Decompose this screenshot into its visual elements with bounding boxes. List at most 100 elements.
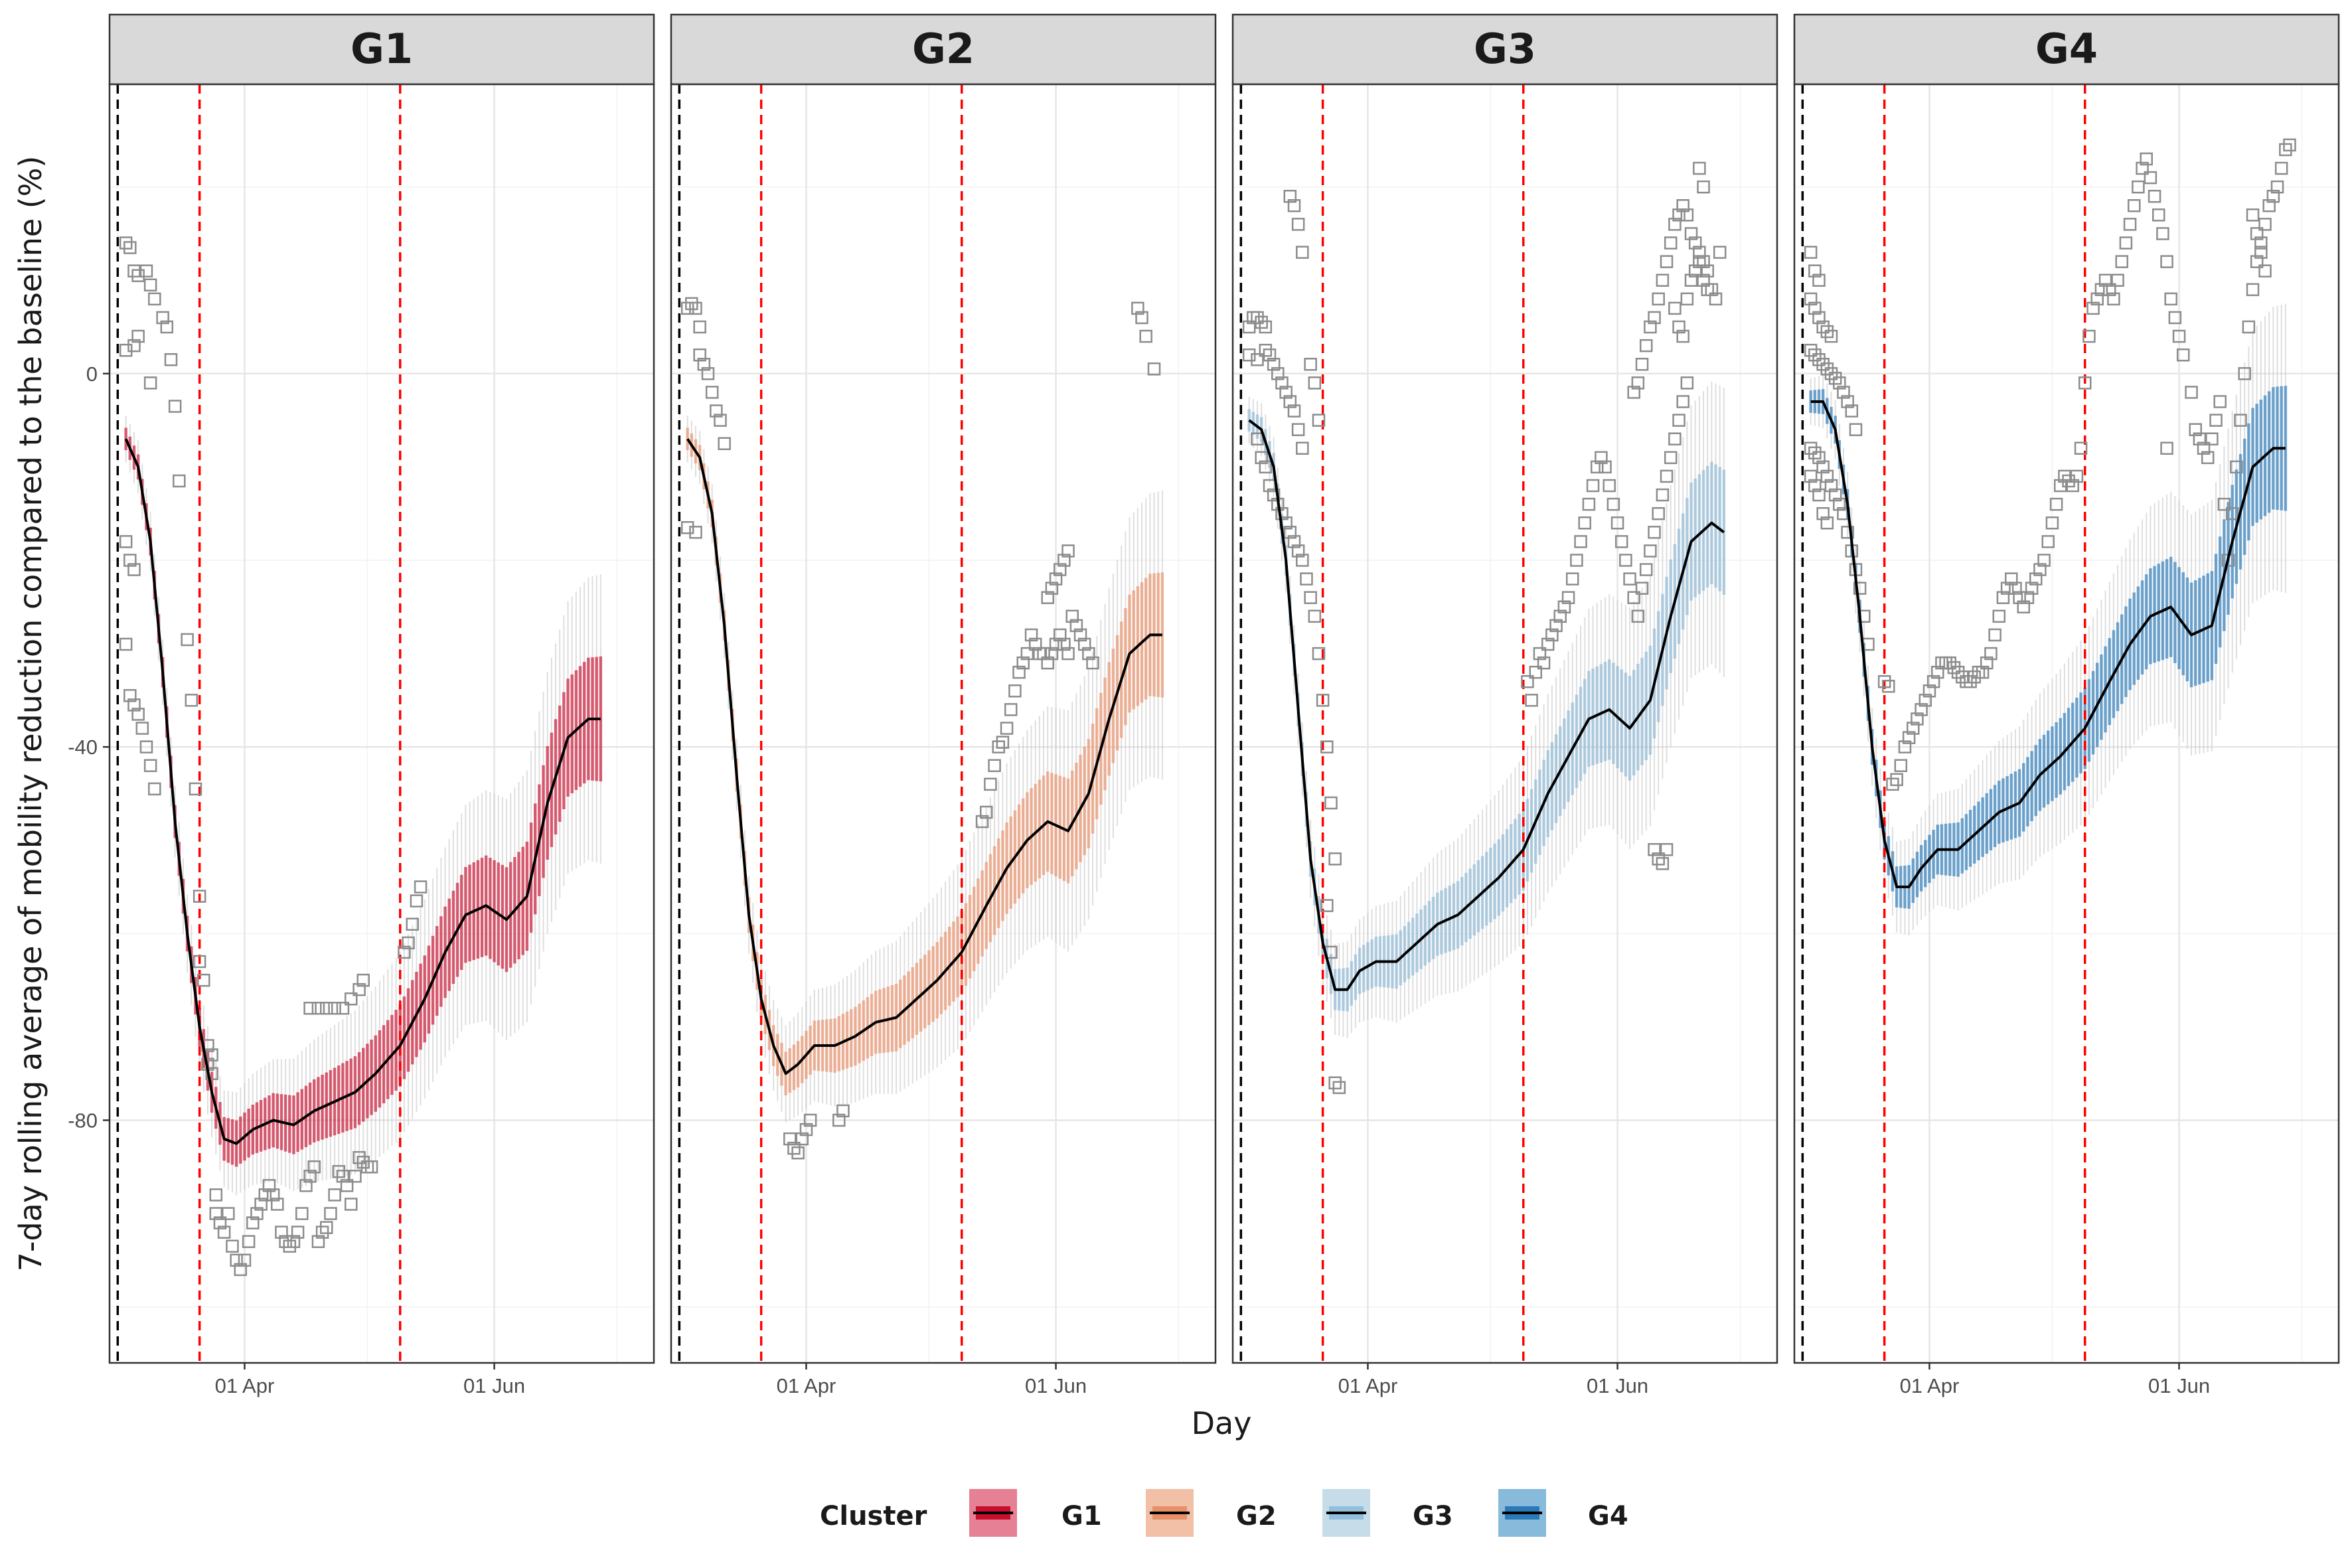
data-point (1308, 376, 1322, 390)
data-point (2189, 423, 2202, 436)
data-point (340, 1179, 354, 1192)
data-point (258, 1188, 272, 1202)
data-point (311, 1235, 325, 1248)
data-point (353, 1150, 366, 1164)
data-point (693, 348, 706, 362)
data-point (2144, 171, 2157, 185)
data-point (193, 890, 206, 903)
data-point (1824, 479, 1838, 493)
data-point (1976, 665, 1990, 679)
data-point (1676, 395, 1689, 408)
data-point (1599, 460, 1612, 474)
data-point (1680, 376, 1694, 390)
data-point (795, 1132, 809, 1146)
data-point (2082, 329, 2096, 343)
data-point (1242, 348, 1256, 362)
data-point (1644, 320, 1657, 334)
x-tick-label: 01 Jun (1025, 1374, 1087, 1397)
data-point (1804, 343, 1818, 357)
data-point (1283, 526, 1297, 539)
data-point (2148, 189, 2161, 203)
data-point (1242, 320, 1256, 334)
data-point (1578, 516, 1591, 530)
data-point (1324, 796, 1338, 810)
y-tick-label: 0 (86, 362, 98, 386)
data-point (1713, 246, 1727, 259)
data-point (1886, 777, 1899, 791)
data-point (1833, 376, 1846, 390)
data-point (1816, 507, 1830, 520)
data-point (2246, 208, 2260, 222)
legend-key-g1 (969, 1489, 1017, 1537)
data-point (1820, 325, 1834, 339)
data-point (1028, 637, 1042, 651)
panel-border (108, 83, 655, 1364)
data-point (1582, 497, 1596, 511)
data-point (131, 269, 145, 282)
data-point (353, 982, 366, 996)
data-point (2054, 479, 2067, 493)
data-point (2160, 441, 2173, 455)
data-point (1684, 274, 1698, 287)
data-point (1061, 544, 1075, 558)
data-point (2156, 227, 2169, 240)
data-point (148, 782, 161, 796)
data-point (1312, 647, 1326, 661)
data-point (1697, 274, 1710, 287)
data-point (2037, 554, 2051, 567)
data-point (242, 1235, 256, 1248)
data-point (2074, 441, 2088, 455)
data-point (1804, 292, 1818, 306)
data-point (1255, 315, 1268, 329)
data-point (1812, 451, 1826, 465)
data-point (2000, 582, 2014, 595)
data-point (1251, 432, 1264, 445)
data-point (1915, 703, 1928, 716)
data-point (181, 633, 194, 647)
legend-key-g2 (1146, 1489, 1194, 1537)
facet-strip-label: G3 (1474, 25, 1536, 73)
data-point (1639, 563, 1653, 576)
data-point (2254, 236, 2268, 250)
data-point (1652, 852, 1665, 866)
data-point (1291, 544, 1305, 558)
data-point (1684, 227, 1698, 240)
data-point (2270, 180, 2284, 194)
data-point (1045, 582, 1059, 595)
data-point (1631, 376, 1645, 390)
data-point (1574, 535, 1587, 548)
data-point (1041, 591, 1054, 604)
data-point (1595, 451, 1608, 465)
data-point (271, 1198, 284, 1211)
data-point (697, 358, 711, 371)
data-point (226, 1239, 239, 1253)
data-point (356, 1155, 370, 1169)
data-point (1652, 507, 1665, 520)
data-point (262, 1179, 276, 1192)
data-point (2090, 292, 2104, 306)
data-point (1812, 353, 1826, 366)
data-point (2238, 367, 2251, 380)
data-point (164, 353, 178, 366)
data-point (1291, 218, 1305, 231)
data-point (1008, 684, 1022, 698)
data-point (311, 1002, 325, 1015)
data-point (238, 1253, 252, 1267)
data-point (1668, 432, 1682, 445)
data-point (2279, 143, 2292, 157)
data-point (1824, 329, 1838, 343)
data-point (2250, 255, 2264, 268)
data-point (279, 1235, 292, 1248)
data-point (1656, 857, 1670, 870)
data-point (2205, 432, 2219, 445)
legend-label: G1 (1061, 1501, 1102, 1531)
data-point (364, 1160, 378, 1174)
panel-g1: G1 01 Apr 01 Jun 0 -40 -80 (68, 13, 655, 1397)
data-point (234, 1263, 248, 1277)
data-point (283, 1239, 297, 1253)
data-point (1263, 348, 1277, 362)
facet-strip (1231, 13, 1778, 86)
data-point (209, 1207, 223, 1220)
data-point (1570, 554, 1583, 567)
data-point (2201, 451, 2215, 465)
